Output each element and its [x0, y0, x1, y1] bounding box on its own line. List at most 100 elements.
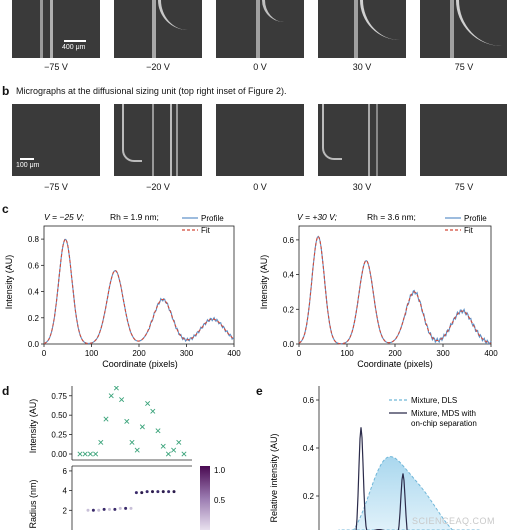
y-tick-label: 0.25 [51, 431, 67, 440]
panel-b-micrograph-4 [318, 104, 406, 176]
panel-b-voltage-1: −75 V [44, 182, 68, 192]
intensity-cross-point [181, 451, 187, 457]
radius-point [145, 490, 149, 494]
panel-c-right-xlabel: Coordinate (pixels) [357, 359, 433, 369]
legend-profile-label: Profile [201, 214, 224, 223]
radius-point [172, 490, 176, 494]
intensity-cross-point [108, 393, 114, 399]
intensity-cross-point [103, 416, 109, 422]
panel-a-voltage-1: −75 V [44, 62, 68, 72]
y-tick-label: 0.4 [303, 444, 315, 453]
panel-b-voltage-3: 0 V [253, 182, 267, 192]
y-tick-label: 6 [63, 467, 68, 476]
legend-mds-label-2: on-chip separation [411, 419, 477, 428]
radius-point [86, 508, 90, 512]
intensity-cross-point [98, 439, 104, 445]
radius-point [113, 507, 117, 511]
scalebar [20, 158, 34, 160]
y-tick-label: 0.00 [51, 450, 67, 459]
x-tick-label: 400 [227, 349, 241, 358]
intensity-cross-point [160, 443, 166, 449]
panel-d-letter: d [2, 384, 10, 398]
intensity-cross-point [176, 439, 182, 445]
y-tick-label: 0.75 [51, 392, 67, 401]
panel-c-right-ylabel: Intensity (AU) [259, 255, 269, 310]
panel-b-letter: b [2, 84, 10, 98]
radius-point [134, 491, 138, 495]
legend-fit-label: Fit [464, 226, 474, 235]
panel-b-voltage-4: 30 V [352, 182, 372, 192]
panel-d-ylabel-bottom: Radius (nm) [28, 479, 38, 528]
panel-a-micrograph-1: 400 μm [12, 0, 100, 58]
plot-frame [298, 225, 492, 345]
panel-c-left-annotation-v: V = −25 V; [44, 212, 85, 222]
x-tick-label: 0 [42, 349, 47, 358]
fit-series-line [298, 235, 492, 345]
radius-point [108, 507, 111, 511]
y-tick-label: 0.50 [51, 411, 67, 420]
intensity-cross-point [87, 451, 93, 457]
radius-point [151, 490, 154, 494]
intensity-cross-point [129, 439, 135, 445]
panel-a-micrograph-4 [318, 0, 406, 58]
x-tick-label: 200 [388, 349, 402, 358]
panel-c-left-chart: Intensity (AU) Coordinate (pixels) V = −… [4, 212, 241, 369]
panel-a-micrograph-2 [114, 0, 202, 58]
x-tick-label: 200 [132, 349, 146, 358]
x-tick-label: 400 [484, 349, 498, 358]
scalebar [64, 40, 86, 42]
y-tick-label: 0.2 [28, 314, 40, 323]
panel-e-chart: Relative intensity (AU) Mixture, DLS Mix… [269, 386, 480, 530]
colorbar [200, 466, 210, 530]
radius-point [91, 508, 95, 512]
y-tick-label: 0.4 [28, 288, 40, 297]
y-tick-label: 0.2 [303, 492, 315, 501]
panel-c-right-chart: Intensity (AU) Coordinate (pixels) V = +… [259, 212, 498, 369]
y-tick-label: 0.0 [283, 340, 295, 349]
panel-b-micrograph-3 [216, 104, 304, 176]
intensity-cross-point [171, 447, 177, 453]
profile-series-line [298, 235, 492, 346]
panel-e-letter: e [256, 384, 263, 398]
panel-a-voltage-2: −20 V [146, 62, 170, 72]
radius-point [140, 491, 144, 495]
legend-profile-label: Profile [464, 214, 487, 223]
panel-b-micrograph-1: 100 μm [12, 104, 100, 176]
radius-point [129, 506, 133, 510]
y-tick-label: 0.6 [303, 396, 315, 405]
panel-b-voltage-5: 75 V [454, 182, 474, 192]
intensity-cross-point [155, 428, 161, 434]
panel-a-voltage-5: 75 V [454, 62, 474, 72]
intensity-cross-point [165, 451, 171, 457]
fit-series-line [43, 238, 235, 344]
panel-b-voltage-2: −20 V [146, 182, 170, 192]
panel-e-ylabel: Relative intensity (AU) [269, 433, 279, 522]
panel-c-left-xlabel: Coordinate (pixels) [102, 359, 178, 369]
panel-c-right-annotation-r: Rh = 3.6 nm; [367, 212, 416, 222]
intensity-cross-point [77, 451, 83, 457]
legend-fit-label: Fit [201, 226, 211, 235]
panel-a-voltage-4: 30 V [352, 62, 372, 72]
y-tick-label: 0.4 [283, 271, 295, 280]
colorbar-tick-2: 0.5 [214, 496, 226, 505]
panel-b-micrograph-5 [420, 104, 507, 176]
panel-d-chart: Intensity (AU) Radius (nm) 1.0 0.5 0.00 0… [28, 386, 226, 530]
panel-c-right-annotation-v: V = +30 V; [297, 212, 338, 222]
panel-a-voltage-3: 0 V [253, 62, 267, 72]
y-tick-label: 0.0 [28, 340, 40, 349]
legend-mds-label: Mixture, MDS with [411, 409, 476, 418]
y-tick-label: 0.6 [283, 236, 295, 245]
intensity-cross-point [93, 451, 99, 457]
intensity-cross-point [119, 397, 125, 403]
y-tick-label: 0.8 [28, 235, 40, 244]
radius-point [167, 490, 171, 494]
panel-b-micrograph-2 [114, 104, 202, 176]
radius-point [118, 506, 122, 510]
y-tick-label: 4 [63, 487, 68, 496]
watermark: SCIENCEAQ.COM [412, 516, 496, 526]
y-tick-label: 0.2 [283, 305, 295, 314]
radius-point [161, 490, 165, 494]
panel-a-micrograph-5 [420, 0, 507, 58]
radius-point [156, 490, 160, 494]
radius-point [124, 506, 128, 510]
